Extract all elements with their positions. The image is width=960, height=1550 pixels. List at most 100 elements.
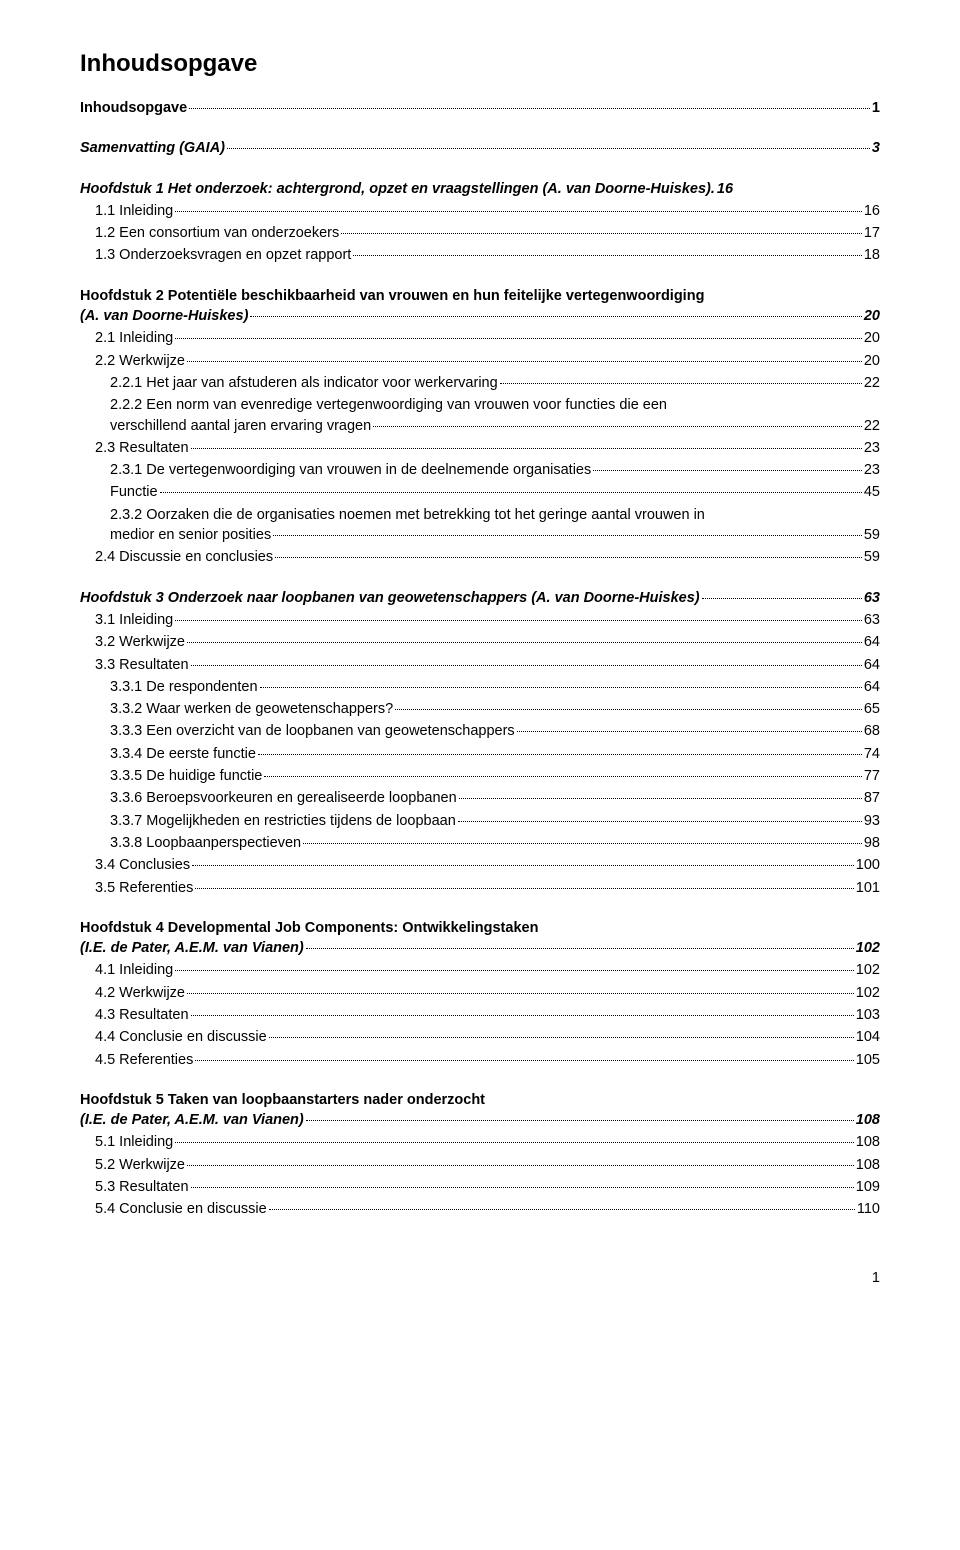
toc-entry-page: 93 [864, 811, 880, 831]
toc-entry: 1.2 Een consortium van onderzoekers17 [80, 223, 880, 243]
toc-entry: medior en senior posities59 [80, 525, 880, 545]
toc-entry-text: 5.4 Conclusie en discussie [95, 1199, 267, 1219]
toc-entry-text: (I.E. de Pater, A.E.M. van Vianen) [80, 1110, 304, 1130]
toc-entry-text: 2.2.1 Het jaar van afstuderen als indica… [110, 373, 498, 393]
toc-dots [273, 535, 862, 536]
toc-entry-page: 108 [856, 1155, 880, 1175]
toc-dots [500, 383, 862, 384]
toc-entry: 3.3.2 Waar werken de geowetenschappers?6… [80, 699, 880, 719]
toc-entry-page: 23 [864, 438, 880, 458]
toc-dots [264, 776, 862, 777]
toc-entry-text: 4.2 Werkwijze [95, 983, 185, 1003]
toc-entry-page: 74 [864, 744, 880, 764]
toc-entry: 5.2 Werkwijze 108 [80, 1155, 880, 1175]
toc-entry-page: 63 [864, 588, 880, 608]
toc-entry: Samenvatting (GAIA) 3 [80, 138, 880, 158]
toc-entry-text: 5.2 Werkwijze [95, 1155, 185, 1175]
toc-entry-text: (I.E. de Pater, A.E.M. van Vianen) [80, 938, 304, 958]
toc-entry: 2.4 Discussie en conclusies 59 [80, 547, 880, 567]
toc-dots [306, 948, 854, 949]
toc-dots [191, 1187, 854, 1188]
toc-entry-text: Functie [110, 482, 158, 502]
toc-entry-page: 68 [864, 721, 880, 741]
toc-entry-page: 45 [864, 482, 880, 502]
toc-dots [227, 148, 870, 149]
toc-entry-page: 17 [864, 223, 880, 243]
toc-entry-text: Inhoudsopgave [80, 98, 187, 118]
toc-dots [260, 687, 862, 688]
toc-continuation: Hoofdstuk 2 Potentiële beschikbaarheid v… [80, 286, 880, 306]
toc-entry-page: 110 [857, 1199, 880, 1219]
toc-entry: 3.1 Inleiding63 [80, 610, 880, 630]
toc-entry-page: 64 [864, 677, 880, 697]
toc-entry-page: 77 [864, 766, 880, 786]
toc-entry: (I.E. de Pater, A.E.M. van Vianen) 102 [80, 938, 880, 958]
toc-entry-page: 3 [872, 138, 880, 158]
toc-dots [593, 470, 862, 471]
toc-entry: (I.E. de Pater, A.E.M. van Vianen) 108 [80, 1110, 880, 1130]
toc-dots [395, 709, 862, 710]
toc-entry: 3.3.6 Beroepsvoorkeuren en gerealiseerde… [80, 788, 880, 808]
toc-entry-page: 108 [856, 1110, 880, 1130]
toc-dots [175, 338, 862, 339]
toc-entry-text: 3.2 Werkwijze [95, 632, 185, 652]
toc-entry-text: 3.3 Resultaten [95, 655, 189, 675]
toc-entry-text: 4.1 Inleiding [95, 960, 173, 980]
toc-entry-text: 5.3 Resultaten [95, 1177, 189, 1197]
toc-entry-page: 16 [864, 201, 880, 221]
toc-dots [269, 1209, 855, 1210]
toc-dots [250, 316, 861, 317]
table-of-contents: Inhoudsopgave1 Samenvatting (GAIA) 3 Hoofds… [80, 98, 880, 1220]
toc-entry-text: Samenvatting (GAIA) [80, 138, 225, 158]
toc-entry: 4.2 Werkwijze102 [80, 983, 880, 1003]
toc-entry-page: 59 [864, 547, 880, 567]
toc-entry-text: verschillend aantal jaren ervaring vrage… [110, 416, 371, 436]
toc-entry-page: 102 [856, 938, 880, 958]
toc-entry: 3.3.3 Een overzicht van de loopbanen van… [80, 721, 880, 741]
toc-entry-text: medior en senior posities [110, 525, 271, 545]
page-number: 1 [80, 1270, 880, 1286]
toc-entry-text: 1.3 Onderzoeksvragen en opzet rapport [95, 245, 351, 265]
toc-entry-text: 2.3.1 De vertegenwoordiging van vrouwen … [110, 460, 591, 480]
toc-dots [373, 426, 862, 427]
toc-entry-page: 64 [864, 655, 880, 675]
toc-dots [275, 557, 862, 558]
toc-entry: 5.1 Inleiding108 [80, 1132, 880, 1152]
toc-entry-page: 18 [864, 245, 880, 265]
toc-entry-text: 3.5 Referenties [95, 878, 193, 898]
toc-dots [187, 1165, 854, 1166]
toc-entry-text: 3.3.6 Beroepsvoorkeuren en gerealiseerde… [110, 788, 457, 808]
toc-dots [175, 620, 862, 621]
toc-entry-page: 22 [864, 416, 880, 436]
toc-dots [187, 642, 862, 643]
toc-entry: 2.3 Resultaten 23 [80, 438, 880, 458]
toc-entry-text: 4.3 Resultaten [95, 1005, 189, 1025]
toc-entry-text: 1.1 Inleiding [95, 201, 173, 221]
toc-dots [303, 843, 862, 844]
toc-entry: 3.3.7 Mogelijkheden en restricties tijde… [80, 811, 880, 831]
toc-entry: Inhoudsopgave1 [80, 98, 880, 118]
toc-entry: verschillend aantal jaren ervaring vrage… [80, 416, 880, 436]
toc-entry-text: 3.3.8 Loopbaanperspectieven [110, 833, 301, 853]
toc-dots [175, 1142, 854, 1143]
toc-entry: Hoofdstuk 3 Onderzoek naar loopbanen van… [80, 588, 880, 608]
toc-entry-text: 2.3 Resultaten [95, 438, 189, 458]
toc-continuation: Hoofdstuk 4 Developmental Job Components… [80, 918, 880, 938]
toc-entry-text: 3.3.5 De huidige functie [110, 766, 262, 786]
toc-entry: 3.5 Referenties101 [80, 878, 880, 898]
toc-entry: 2.2.1 Het jaar van afstuderen als indica… [80, 373, 880, 393]
toc-entry: 3.4 Conclusies100 [80, 855, 880, 875]
section-gap [80, 570, 880, 588]
toc-entry-text: (A. van Doorne-Huiskes) [80, 306, 248, 326]
toc-entry-text: 2.4 Discussie en conclusies [95, 547, 273, 567]
toc-entry: 4.1 Inleiding102 [80, 960, 880, 980]
toc-entry: 2.2 Werkwijze20 [80, 351, 880, 371]
toc-entry-page: 87 [864, 788, 880, 808]
toc-entry-text: 4.5 Referenties [95, 1050, 193, 1070]
toc-dots [517, 731, 862, 732]
toc-entry-text: 3.3.7 Mogelijkheden en restricties tijde… [110, 811, 456, 831]
toc-entry-text: 3.4 Conclusies [95, 855, 190, 875]
toc-entry: 3.3.1 De respondenten64 [80, 677, 880, 697]
toc-entry: (A. van Doorne-Huiskes) 20 [80, 306, 880, 326]
toc-entry-page: 20 [864, 306, 880, 326]
